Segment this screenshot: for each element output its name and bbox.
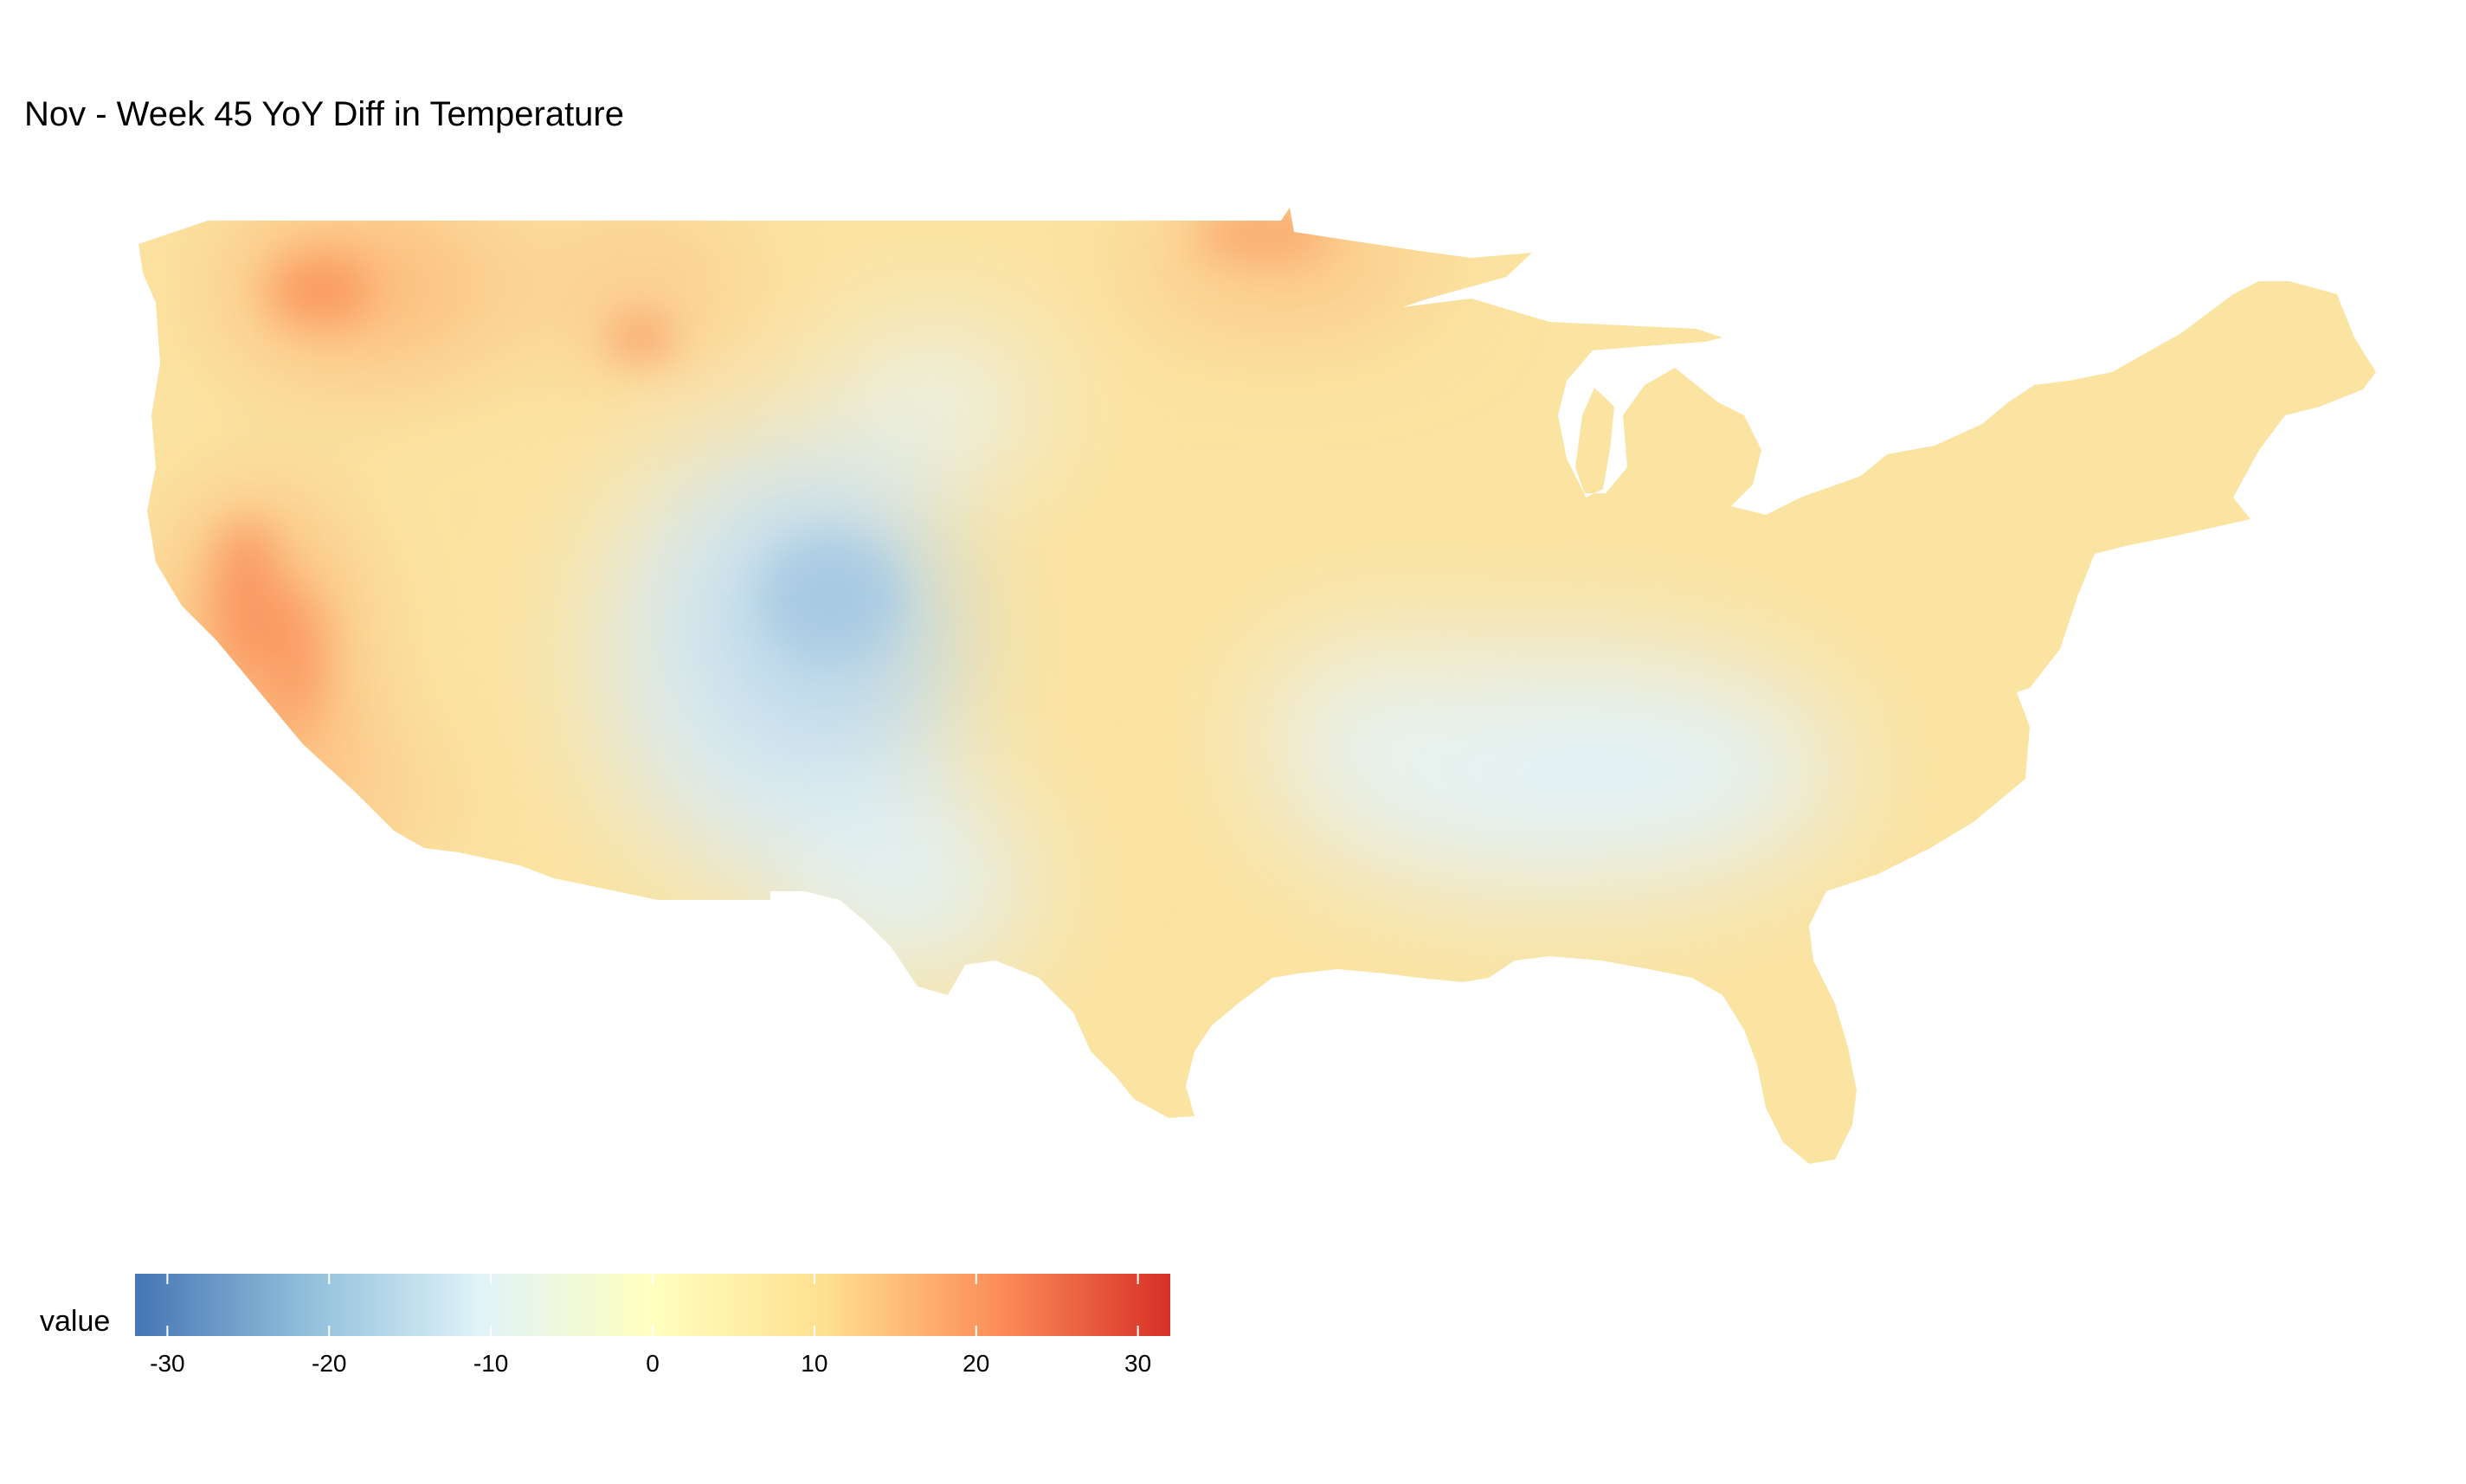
legend-tick-label: 0: [646, 1350, 660, 1377]
blob-wyoming-hot: [606, 316, 675, 359]
chart-title: Nov - Week 45 YoY Diff in Temperature: [24, 95, 624, 133]
blob-plains-cool: [1264, 640, 1506, 796]
legend-tick-label: -30: [150, 1350, 185, 1377]
blob-central-valley-hot: [216, 519, 277, 675]
blob-colorado-core: [762, 536, 900, 658]
legend-tick-label: -20: [312, 1350, 347, 1377]
legend-tick-label: 30: [1124, 1350, 1152, 1377]
legend-tick-marks: [166, 1274, 1139, 1336]
blob-northplains-cool: [831, 329, 1039, 485]
blob-socal-warm: [294, 753, 433, 857]
legend-colorbar: [135, 1274, 1170, 1336]
blob-idaho-hot: [268, 255, 372, 324]
legend-title: value: [40, 1305, 111, 1338]
blob-superior-hot: [1194, 208, 1333, 260]
blob-sierra-hot: [268, 588, 320, 727]
blob-southwest-cool: [788, 787, 1030, 978]
legend-tick-label: 20: [963, 1350, 990, 1377]
legend-tick-label: -10: [473, 1350, 509, 1377]
blob-montana-warm: [537, 225, 744, 346]
legend-tick-label: 10: [801, 1350, 828, 1377]
